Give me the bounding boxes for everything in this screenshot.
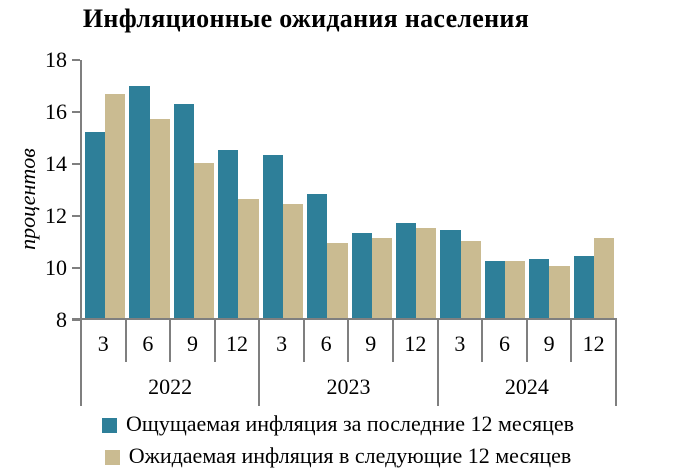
bar-perceived-2022-12	[218, 150, 239, 318]
y-tick-mark-14	[72, 163, 80, 165]
bar-expected-2024-9	[549, 266, 570, 318]
bar-expected-2024-3	[460, 240, 481, 318]
month-label-2022-9: 9	[171, 320, 216, 362]
bar-perceived-2023-6	[307, 194, 328, 318]
bar-group-2024-3	[438, 60, 482, 318]
month-label-2023-6: 6	[305, 320, 350, 362]
month-label-2024-12: 12	[572, 320, 617, 362]
bar-perceived-2024-12	[573, 256, 594, 318]
x-axis-table: 3 6 9 12 3 6 9 12 3 6 9 12 2022 2023 2024	[80, 320, 617, 406]
bar-perceived-2023-3	[262, 155, 283, 318]
bar-perceived-2024-9	[529, 258, 550, 318]
month-label-2023-9: 9	[349, 320, 395, 362]
legend-label-expected: Ожидаемая инфляция в следующие 12 месяце…	[128, 443, 572, 468]
bar-perceived-2024-3	[440, 230, 461, 318]
y-tick-mark-8	[72, 319, 80, 321]
bar-perceived-2023-9	[351, 232, 372, 318]
bar-expected-2024-12	[593, 238, 615, 318]
month-label-2024-9: 9	[528, 320, 573, 362]
year-label-2023: 2023	[260, 362, 439, 406]
bar-perceived-2022-6	[129, 85, 150, 318]
bar-perceived-2023-12	[395, 222, 417, 318]
y-tick-mark-12	[72, 215, 80, 217]
y-tick-label-14: 14	[45, 151, 67, 176]
bar-expected-2022-12	[238, 199, 259, 318]
bar-perceived-2024-6	[484, 261, 506, 318]
month-label-2022-3: 3	[82, 320, 127, 362]
bar-perceived-2022-9	[173, 103, 195, 318]
bar-group-2023-9	[350, 60, 394, 318]
bar-expected-2023-9	[371, 238, 392, 318]
month-label-2022-12: 12	[216, 320, 261, 362]
bar-expected-2023-3	[282, 204, 304, 318]
y-axis-line	[80, 60, 82, 320]
month-label-2023-12: 12	[394, 320, 439, 362]
legend-item-perceived: Ощущаемая инфляция за последние 12 месяц…	[0, 408, 676, 440]
year-label-2024: 2024	[439, 362, 617, 406]
y-tick-label-12: 12	[45, 203, 67, 228]
bar-group-2024-12	[572, 60, 616, 318]
bar-group-2023-6	[305, 60, 349, 318]
month-row: 3 6 9 12 3 6 9 12 3 6 9 12	[80, 320, 617, 362]
bar-expected-2022-3	[105, 93, 126, 318]
year-row: 2022 2023 2024	[80, 362, 617, 406]
bar-perceived-2022-3	[85, 132, 106, 318]
plot-area: 8 10 12 14 16 18	[45, 47, 617, 332]
legend-item-expected: Ожидаемая инфляция в следующие 12 месяце…	[0, 440, 676, 472]
legend-label-perceived: Ощущаемая инфляция за последние 12 месяц…	[125, 411, 574, 436]
legend: Ощущаемая инфляция за последние 12 месяц…	[0, 408, 676, 472]
y-tick-mark-16	[72, 111, 80, 113]
bar-group-2023-12	[394, 60, 438, 318]
month-label-2022-6: 6	[127, 320, 172, 362]
bar-expected-2024-6	[505, 261, 526, 318]
bar-group-2022-3	[83, 60, 127, 318]
y-tick-label-10: 10	[45, 255, 67, 280]
x-axis-line	[72, 318, 617, 320]
y-tick-mark-10	[72, 267, 80, 269]
bar-expected-2023-6	[327, 243, 348, 318]
month-label-2023-3: 3	[260, 320, 305, 362]
y-tick-mark-18	[72, 59, 80, 61]
bar-group-2022-9	[172, 60, 216, 318]
legend-swatch-expected	[104, 449, 120, 465]
year-label-2022: 2022	[82, 362, 261, 406]
bar-group-2024-9	[527, 60, 571, 318]
bar-group-2022-6	[127, 60, 171, 318]
bar-group-2023-3	[261, 60, 305, 318]
bar-expected-2023-12	[416, 227, 437, 318]
legend-swatch-perceived	[101, 417, 117, 433]
chart-title: Инфляционные ожидания населения	[82, 4, 530, 33]
y-tick-label-18: 18	[45, 47, 67, 72]
month-label-2024-3: 3	[439, 320, 484, 362]
bars-area	[83, 60, 616, 318]
y-tick-label-16: 16	[45, 99, 67, 124]
y-tick-label-8: 8	[56, 307, 67, 332]
bar-expected-2022-6	[149, 119, 170, 318]
bar-expected-2022-9	[194, 163, 215, 318]
bar-group-2024-6	[483, 60, 527, 318]
month-label-2024-6: 6	[483, 320, 528, 362]
bar-group-2022-12	[216, 60, 260, 318]
